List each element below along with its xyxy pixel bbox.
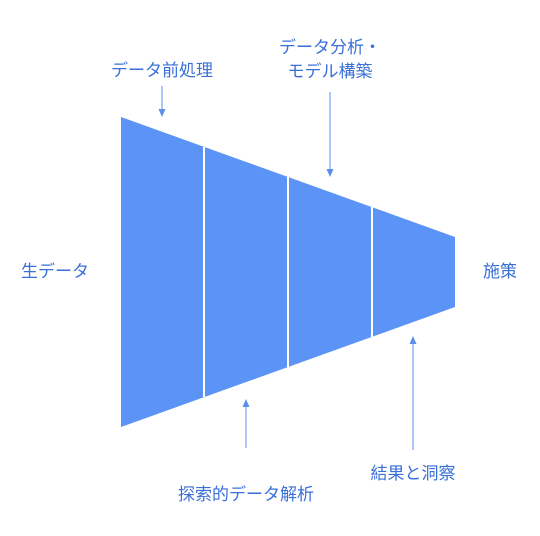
arrow-results xyxy=(409,336,417,450)
label-analysis-line2: モデル構築 xyxy=(288,61,373,82)
label-analysis-line1: データ分析・ xyxy=(279,37,381,58)
label-raw-data: 生データ xyxy=(21,261,89,282)
label-preprocessing: データ前処理 xyxy=(111,60,213,81)
arrow-analysis xyxy=(326,92,334,177)
label-measures: 施策 xyxy=(483,262,517,282)
arrow-eda xyxy=(242,399,250,448)
label-results: 結果と洞察 xyxy=(371,464,456,484)
arrow-preprocessing xyxy=(158,86,166,117)
label-eda: 探索的データ解析 xyxy=(178,484,314,505)
